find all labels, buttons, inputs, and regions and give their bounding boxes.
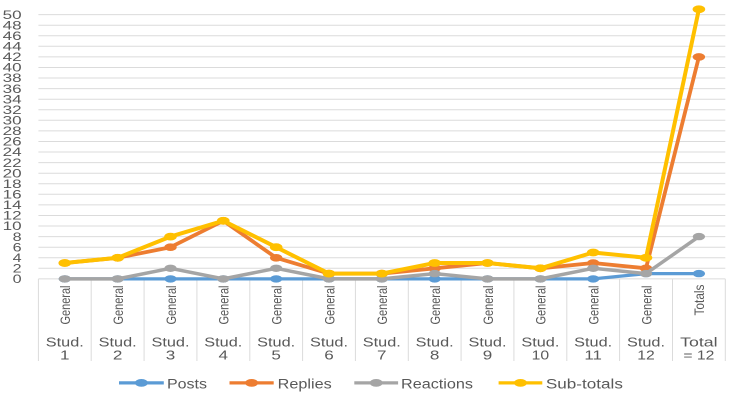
svg-text:12: 12	[637, 348, 655, 363]
svg-text:2: 2	[13, 262, 22, 276]
svg-text:General: General	[163, 286, 179, 325]
svg-text:8: 8	[13, 230, 22, 244]
svg-text:General: General	[215, 286, 231, 325]
svg-text:6: 6	[13, 240, 22, 254]
svg-text:Stud.: Stud.	[310, 335, 348, 350]
svg-text:10: 10	[3, 219, 22, 233]
svg-text:General: General	[374, 286, 390, 325]
svg-text:30: 30	[3, 114, 22, 128]
svg-text:Total: Total	[680, 335, 718, 350]
svg-text:32: 32	[3, 103, 22, 117]
svg-text:General: General	[321, 286, 337, 325]
svg-text:General: General	[585, 286, 601, 325]
svg-text:Stud.: Stud.	[469, 335, 507, 350]
svg-text:Sub-totals: Sub-totals	[546, 376, 623, 391]
svg-text:General: General	[533, 286, 549, 325]
svg-text:Replies: Replies	[278, 376, 332, 391]
svg-text:10: 10	[532, 348, 550, 363]
svg-text:48: 48	[3, 18, 22, 32]
svg-text:1: 1	[60, 348, 70, 363]
svg-text:26: 26	[3, 135, 22, 149]
svg-text:Totals: Totals	[691, 285, 707, 316]
svg-text:7: 7	[377, 348, 387, 363]
svg-text:= 12: = 12	[683, 348, 714, 363]
svg-text:General: General	[110, 286, 126, 325]
svg-text:20: 20	[3, 166, 22, 180]
svg-text:44: 44	[3, 40, 22, 54]
svg-text:General: General	[480, 286, 496, 325]
svg-text:4: 4	[13, 251, 22, 265]
svg-text:9: 9	[483, 348, 493, 363]
svg-text:34: 34	[3, 92, 22, 106]
svg-text:12: 12	[3, 209, 22, 223]
svg-text:Stud.: Stud.	[416, 335, 454, 350]
svg-text:24: 24	[3, 145, 22, 159]
svg-text:General: General	[57, 286, 73, 325]
svg-text:18: 18	[3, 177, 22, 191]
svg-text:50: 50	[3, 8, 22, 22]
svg-text:3: 3	[166, 348, 176, 363]
svg-text:46: 46	[3, 29, 22, 43]
svg-text:22: 22	[3, 156, 22, 170]
svg-text:Stud.: Stud.	[627, 335, 665, 350]
svg-text:8: 8	[430, 348, 440, 363]
svg-text:2: 2	[113, 348, 123, 363]
svg-text:0: 0	[13, 272, 22, 286]
svg-text:4: 4	[219, 348, 229, 363]
svg-text:36: 36	[3, 82, 22, 96]
svg-text:11: 11	[584, 348, 602, 363]
svg-text:Stud.: Stud.	[46, 335, 84, 350]
svg-text:Stud.: Stud.	[152, 335, 190, 350]
svg-text:Stud.: Stud.	[363, 335, 401, 350]
svg-text:Stud.: Stud.	[257, 335, 295, 350]
svg-text:5: 5	[271, 348, 281, 363]
svg-text:Posts: Posts	[167, 376, 207, 391]
svg-text:General: General	[427, 286, 443, 325]
svg-text:General: General	[638, 286, 654, 325]
svg-text:Reactions: Reactions	[401, 376, 473, 391]
svg-text:14: 14	[3, 198, 22, 212]
svg-text:28: 28	[3, 124, 22, 138]
svg-text:6: 6	[324, 348, 334, 363]
svg-text:42: 42	[3, 50, 22, 64]
svg-text:Stud.: Stud.	[574, 335, 612, 350]
svg-text:16: 16	[3, 188, 22, 202]
svg-text:38: 38	[3, 71, 22, 85]
svg-text:40: 40	[3, 61, 22, 75]
svg-text:General: General	[268, 286, 284, 325]
svg-text:Stud.: Stud.	[99, 335, 137, 350]
svg-text:Stud.: Stud.	[521, 335, 559, 350]
svg-text:Stud.: Stud.	[204, 335, 242, 350]
